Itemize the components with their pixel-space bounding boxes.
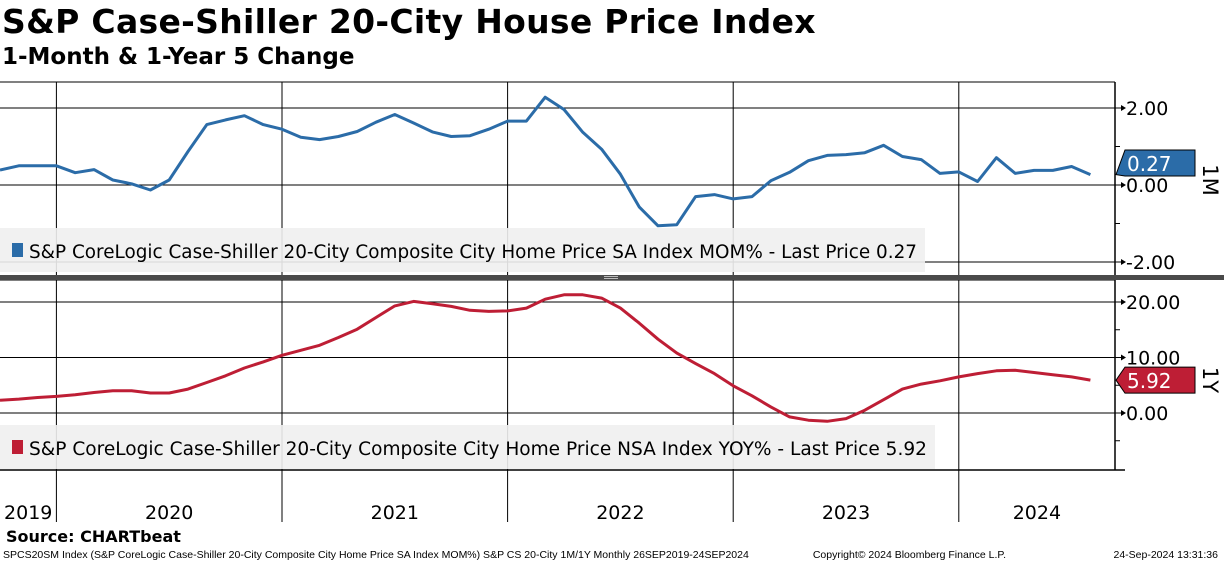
y-tick-label: 2.00 [1126, 98, 1168, 120]
legend-swatch [12, 440, 23, 454]
y-tick-arrow [1121, 354, 1126, 361]
yoy-series-line [0, 293, 1091, 423]
y-tick-arrow [1121, 299, 1126, 305]
chart-title: S&P Case-Shiller 20-City House Price Ind… [2, 2, 816, 41]
last-value-label: 0.27 [1127, 152, 1172, 176]
panel-label: 1M [1198, 164, 1222, 195]
x-tick-label: 2021 [371, 502, 419, 524]
panel-separator [0, 275, 1224, 280]
x-tick-label: 2019 [4, 502, 52, 524]
legend-swatch [12, 243, 23, 257]
footer-timestamp: 24-Sep-2024 13:31:36 [1113, 549, 1218, 561]
chart-subtitle: 1-Month & 1-Year 5 Change [2, 44, 355, 70]
last-value-label: 5.92 [1127, 369, 1172, 393]
y-tick-label: 10.00 [1126, 348, 1180, 370]
y-tick-label: 0.00 [1126, 403, 1168, 425]
mom-series-line [0, 95, 1091, 228]
last-value-tag [1115, 149, 1196, 177]
x-tick-label: 2020 [145, 502, 193, 524]
legend-box [0, 228, 925, 272]
y-tick-label: 20.00 [1126, 292, 1180, 314]
y-tick-arrow [1121, 105, 1126, 111]
legend-label: S&P CoreLogic Case-Shiller 20-City Compo… [29, 242, 917, 263]
panel-label: 1Y [1198, 367, 1222, 393]
footer-copyright: Copyright© 2024 Bloomberg Finance L.P. [812, 549, 1006, 561]
y-tick-arrow [1121, 259, 1126, 265]
source-label: Source: CHARTbeat [6, 527, 181, 546]
footer-description: SPCS20SM Index (S&P CoreLogic Case-Shill… [3, 549, 749, 561]
x-tick-label: 2022 [596, 502, 644, 524]
y-tick-label: -2.00 [1126, 252, 1175, 274]
legend-label: S&P CoreLogic Case-Shiller 20-City Compo… [29, 439, 927, 460]
y-tick-arrow [1121, 410, 1126, 416]
legend-box [0, 425, 935, 469]
x-tick-label: 2023 [822, 502, 870, 524]
y-tick-label: 0.00 [1126, 175, 1168, 197]
x-tick-label: 2024 [1013, 502, 1061, 524]
last-value-tag [1115, 366, 1196, 394]
y-tick-arrow [1121, 182, 1126, 188]
